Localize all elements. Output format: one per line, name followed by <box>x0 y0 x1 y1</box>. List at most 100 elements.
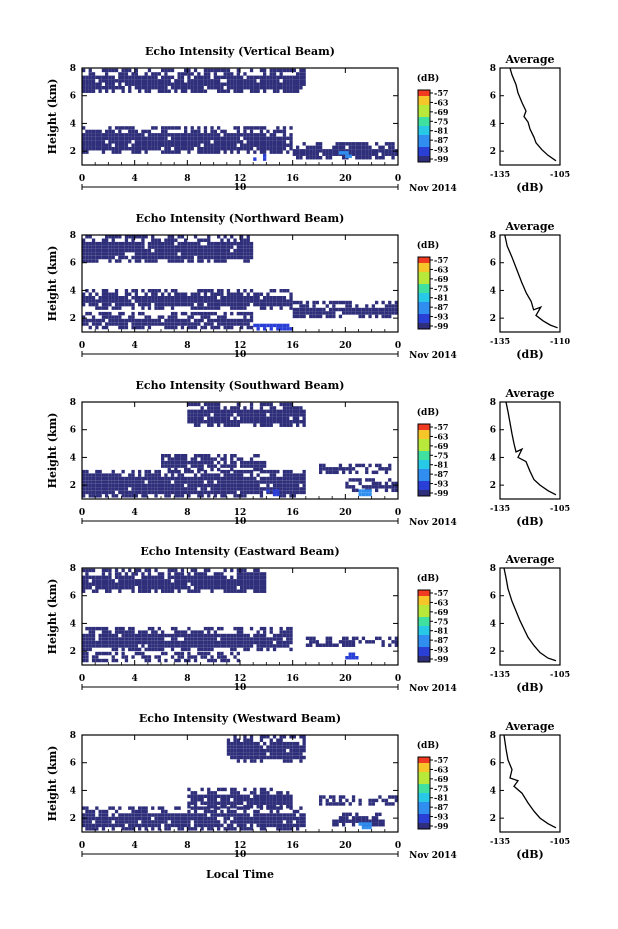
echo-cell <box>184 637 188 641</box>
echo-cell <box>381 314 385 319</box>
echo-cell <box>193 82 198 86</box>
echo-cell <box>358 142 362 146</box>
echo-cell <box>161 129 165 134</box>
echo-cell <box>184 823 188 828</box>
echo-cell <box>375 156 379 160</box>
y-tick-label: 4 <box>70 453 76 463</box>
echo-cell <box>157 89 161 93</box>
echo-cell <box>355 656 359 660</box>
echo-cell <box>131 238 135 242</box>
echo-cell <box>282 289 287 293</box>
echo-cell <box>246 586 250 590</box>
echo-cell <box>272 745 277 749</box>
echo-cell <box>121 469 125 474</box>
echo-cell <box>249 820 254 824</box>
echo-cell <box>101 140 106 144</box>
echo-cell <box>88 241 92 246</box>
echo-cell <box>170 315 175 319</box>
echo-cell <box>253 483 257 488</box>
echo-cell <box>286 406 290 410</box>
echo-cell <box>184 658 188 663</box>
echo-cell <box>207 454 211 458</box>
echo-cell <box>108 640 112 645</box>
echo-cell <box>378 463 382 468</box>
echo-cell <box>263 413 267 417</box>
echo-cell <box>263 306 267 310</box>
echo-cell <box>170 644 175 648</box>
echo-cell <box>223 658 227 663</box>
echo-cell <box>197 238 201 242</box>
echo-cell <box>384 307 389 312</box>
echo-cell <box>88 823 92 828</box>
echo-cell <box>85 245 89 249</box>
echo-cell <box>197 823 201 828</box>
echo-cell <box>105 589 109 593</box>
echo-cell <box>256 647 260 652</box>
echo-cell <box>253 89 257 93</box>
echo-cell <box>114 626 119 631</box>
echo-cell <box>138 640 142 645</box>
echo-cell <box>276 745 280 749</box>
echo-cell <box>88 813 92 817</box>
echo-cell <box>207 75 211 80</box>
echo-cell <box>177 255 181 260</box>
echo-cell <box>243 748 247 753</box>
echo-cell <box>193 644 198 648</box>
echo-cell <box>263 816 267 821</box>
echo-cell <box>141 86 145 90</box>
echo-cell <box>256 745 260 749</box>
echo-layer <box>253 323 293 331</box>
echo-cell <box>286 79 290 83</box>
echo-cell <box>266 801 270 805</box>
echo-cell <box>138 311 142 316</box>
echo-cell <box>167 494 171 498</box>
echo-cell <box>124 586 129 590</box>
echo-cell <box>226 644 231 648</box>
echo-cell <box>230 633 234 638</box>
echo-cell <box>276 413 280 417</box>
echo-cell <box>164 490 168 495</box>
echo-cell <box>197 75 201 80</box>
echo-cell <box>338 819 343 823</box>
echo-cell <box>170 483 175 488</box>
echo-cell <box>154 299 158 303</box>
echo-cell <box>187 248 191 253</box>
echo-cell <box>154 147 158 151</box>
echo-layer <box>226 735 306 763</box>
echo-cell <box>200 487 204 491</box>
echo-cell <box>266 823 270 828</box>
echo-cell <box>174 79 178 83</box>
echo-cell <box>111 494 115 498</box>
echo-cell <box>246 745 250 749</box>
echo-cell <box>286 794 290 799</box>
echo-cell <box>108 255 112 260</box>
echo-cell <box>269 805 273 809</box>
echo-layer <box>187 787 293 809</box>
echo-cell <box>243 464 247 468</box>
echo-cell <box>220 315 224 319</box>
echo-cell <box>355 152 359 156</box>
echo-cell <box>276 296 280 300</box>
echo-cell <box>286 75 290 80</box>
colorbar-tick-label: -93 <box>434 312 449 322</box>
echo-cell <box>167 476 171 481</box>
echo-cell <box>253 755 257 760</box>
echo-cell <box>302 79 306 83</box>
echo-cell <box>124 238 129 242</box>
echo-cell <box>157 79 161 83</box>
echo-cell <box>157 490 161 495</box>
echo-cell <box>302 82 306 86</box>
echo-cell <box>111 150 115 154</box>
echo-cell <box>246 582 250 586</box>
echo-cell <box>236 322 240 326</box>
echo-cell <box>309 152 313 156</box>
echo-cell <box>233 644 237 648</box>
echo-cell <box>253 801 257 805</box>
echo-cell <box>210 311 214 316</box>
echo-cell <box>190 129 194 134</box>
average-profile-line <box>504 234 558 329</box>
echo-cell <box>391 156 395 160</box>
echo-cell <box>138 568 142 573</box>
echo-cell <box>276 816 280 821</box>
echo-cell <box>190 245 194 249</box>
